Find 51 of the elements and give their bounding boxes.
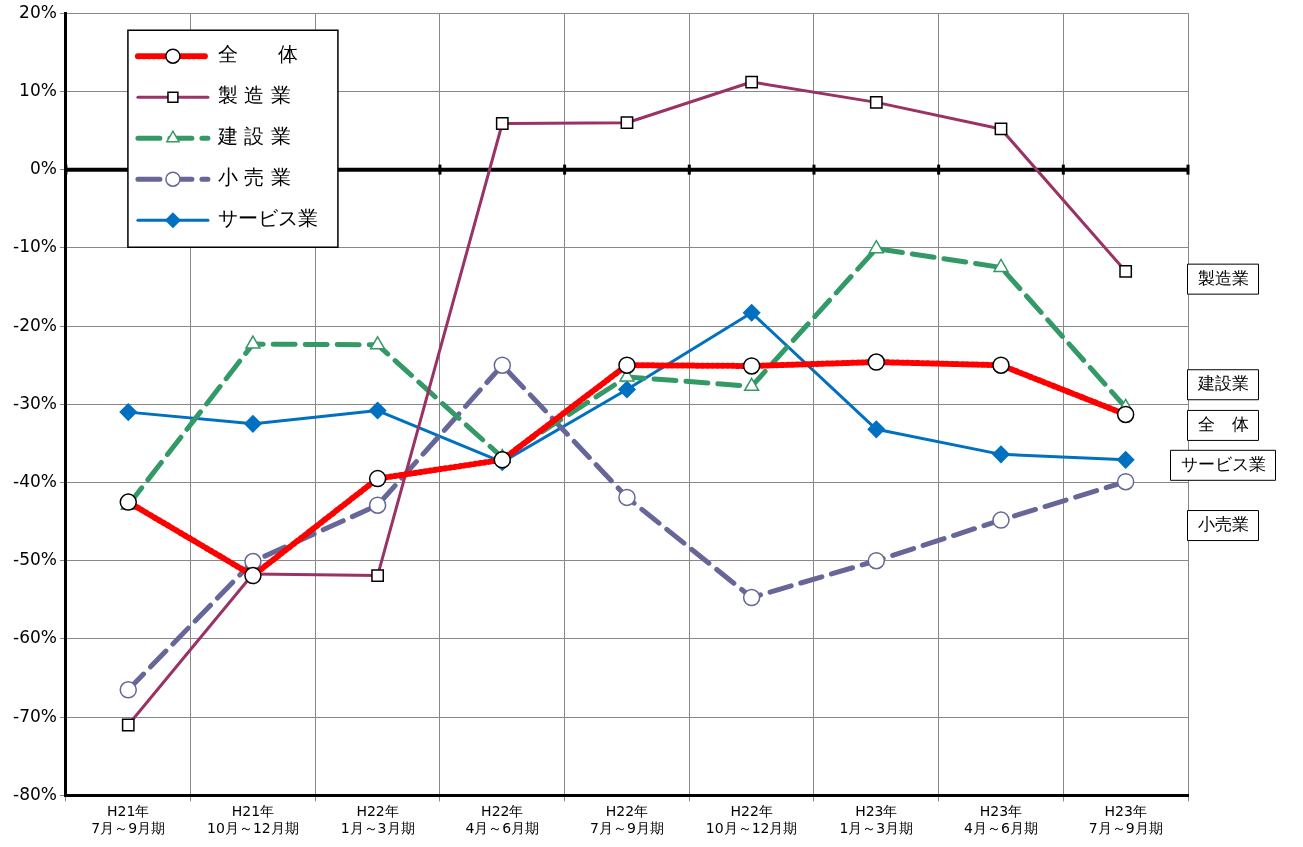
- y-tick-label: -60%: [13, 627, 57, 648]
- y-tick-label: 20%: [19, 1, 57, 22]
- y-tick-label: 10%: [19, 79, 57, 100]
- point: [1116, 472, 1135, 491]
- point: [119, 403, 138, 421]
- point: [868, 239, 884, 254]
- y-tick-label: -30%: [13, 392, 57, 413]
- y-tick-label: -50%: [13, 549, 57, 570]
- text: 小売業: [1197, 513, 1249, 534]
- point: [368, 401, 387, 420]
- point: [992, 445, 1010, 464]
- x-tick-label: H22年 1月～3月期: [340, 803, 415, 837]
- legend-label: 全 体: [217, 42, 298, 67]
- point: [992, 511, 1010, 529]
- point: [119, 681, 138, 699]
- point: [742, 588, 761, 607]
- y-tick-label: -80%: [13, 783, 57, 804]
- x-tick-label: H22年 4月～6月期: [465, 803, 540, 837]
- annotation: サービス業: [1180, 453, 1266, 474]
- y-tick-label: -20%: [13, 314, 57, 335]
- point: [742, 304, 761, 322]
- x-tick-label: H23年 4月～6月期: [964, 803, 1038, 837]
- point: [245, 335, 261, 349]
- x-tick-label: H22年 7月～9月期: [590, 803, 664, 837]
- point: [867, 420, 886, 439]
- point: [1116, 451, 1135, 469]
- text: 製造業: [1197, 267, 1249, 288]
- point: [493, 356, 512, 374]
- point: [993, 258, 1009, 273]
- y-tick-label: -10%: [13, 236, 57, 257]
- legend-label: 建 設 業: [216, 124, 291, 149]
- point: [244, 415, 262, 433]
- x-tick-label: H21年 7月～9月期: [91, 803, 166, 837]
- y-tick-label: -40%: [13, 470, 57, 491]
- y-tick-label: -70%: [13, 705, 57, 726]
- legend-label: 小 売 業: [217, 165, 291, 190]
- text: 全 体: [1197, 413, 1249, 434]
- y-tick-label: 0%: [29, 158, 57, 179]
- x-tick-label: H21年 10月～12月期: [207, 803, 299, 837]
- point: [369, 336, 386, 350]
- point: [618, 488, 636, 507]
- x-tick-label: H22年 10月～12月期: [705, 803, 798, 837]
- point: [368, 496, 387, 514]
- legend-label: 製 造 業: [217, 83, 291, 108]
- text: 建設業: [1196, 373, 1249, 394]
- x-tick-label: H23年 7月～9月期: [1088, 803, 1163, 837]
- point: [743, 377, 760, 392]
- x-tick-label: H23年 1月～3月期: [839, 803, 914, 837]
- legend-label: サービス業: [217, 206, 318, 231]
- point: [867, 551, 886, 570]
- point: [618, 380, 636, 399]
